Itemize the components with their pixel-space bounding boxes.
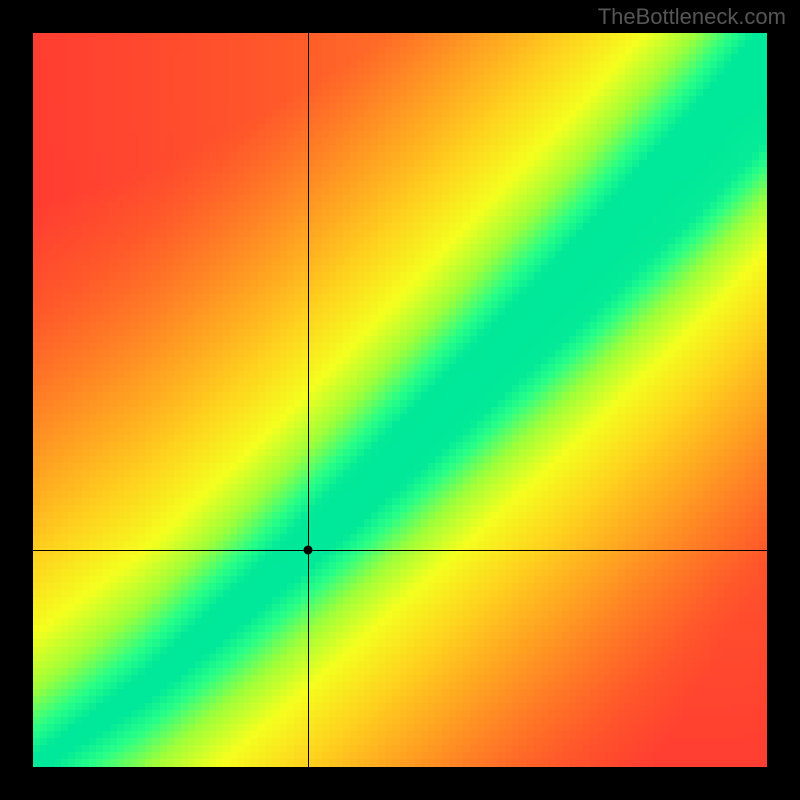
crosshair-marker	[304, 546, 313, 555]
plot-area	[33, 33, 767, 767]
chart-container: TheBottleneck.com	[0, 0, 800, 800]
crosshair-vertical	[308, 33, 309, 767]
heatmap-canvas	[33, 33, 767, 767]
crosshair-horizontal	[33, 550, 767, 551]
watermark-text: TheBottleneck.com	[598, 4, 786, 30]
